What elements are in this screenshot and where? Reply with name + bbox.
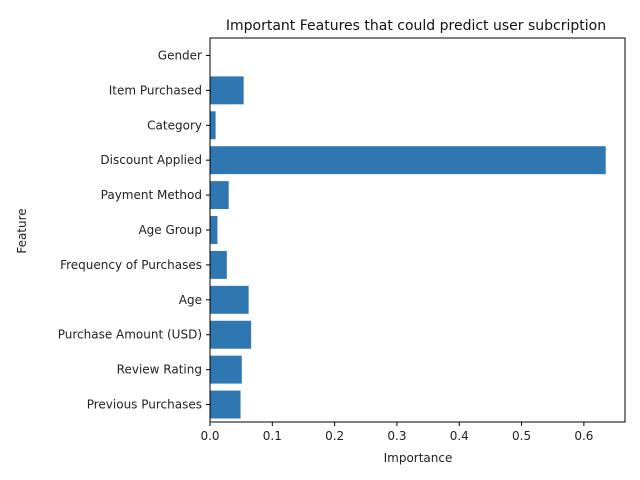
y-tick-label: Age Group	[138, 223, 202, 237]
x-tick-label: 0.4	[450, 429, 469, 443]
y-tick-label: Gender	[158, 48, 202, 62]
y-tick-label: Discount Applied	[100, 153, 202, 167]
y-tick-label: Item Purchased	[109, 83, 202, 97]
x-tick-label: 0.6	[574, 429, 593, 443]
bars-group	[210, 76, 606, 419]
bar-payment-method	[210, 181, 229, 210]
y-tick-label: Review Rating	[117, 363, 202, 377]
x-tick-labels: 0.0 0.1 0.2 0.3 0.4 0.5 0.6	[200, 422, 593, 443]
y-tick-label: Previous Purchases	[87, 398, 202, 412]
bar-frequency-of-purchases	[210, 250, 227, 279]
bar-category	[210, 111, 216, 140]
y-tick-label: Payment Method	[101, 188, 202, 202]
x-axis-label: Importance	[384, 451, 453, 465]
x-tick-label: 0.5	[512, 429, 531, 443]
y-tick-labels: Gender Item Purchased Category Discount App…	[58, 48, 210, 412]
bar-purchase-amount-usd	[210, 320, 252, 349]
bar-review-rating	[210, 355, 242, 384]
x-tick-label: 0.1	[263, 429, 282, 443]
bar-item-purchased	[210, 76, 244, 105]
bar-discount-applied	[210, 146, 606, 175]
y-tick-label: Purchase Amount (USD)	[58, 328, 202, 342]
chart-title: Important Features that could predict us…	[226, 18, 606, 34]
bar-age	[210, 285, 249, 314]
x-tick-label: 0.2	[325, 429, 344, 443]
bar-age-group	[210, 216, 218, 244]
y-tick-label: Category	[147, 118, 202, 132]
y-axis-label: Feature	[15, 208, 29, 253]
y-tick-label: Frequency of Purchases	[60, 258, 202, 272]
x-tick-label: 0.0	[200, 429, 219, 443]
y-tick-label: Age	[179, 293, 202, 307]
bar-previous-purchases	[210, 390, 241, 419]
plot-frame	[209, 37, 626, 423]
x-tick-label: 0.3	[387, 429, 406, 443]
